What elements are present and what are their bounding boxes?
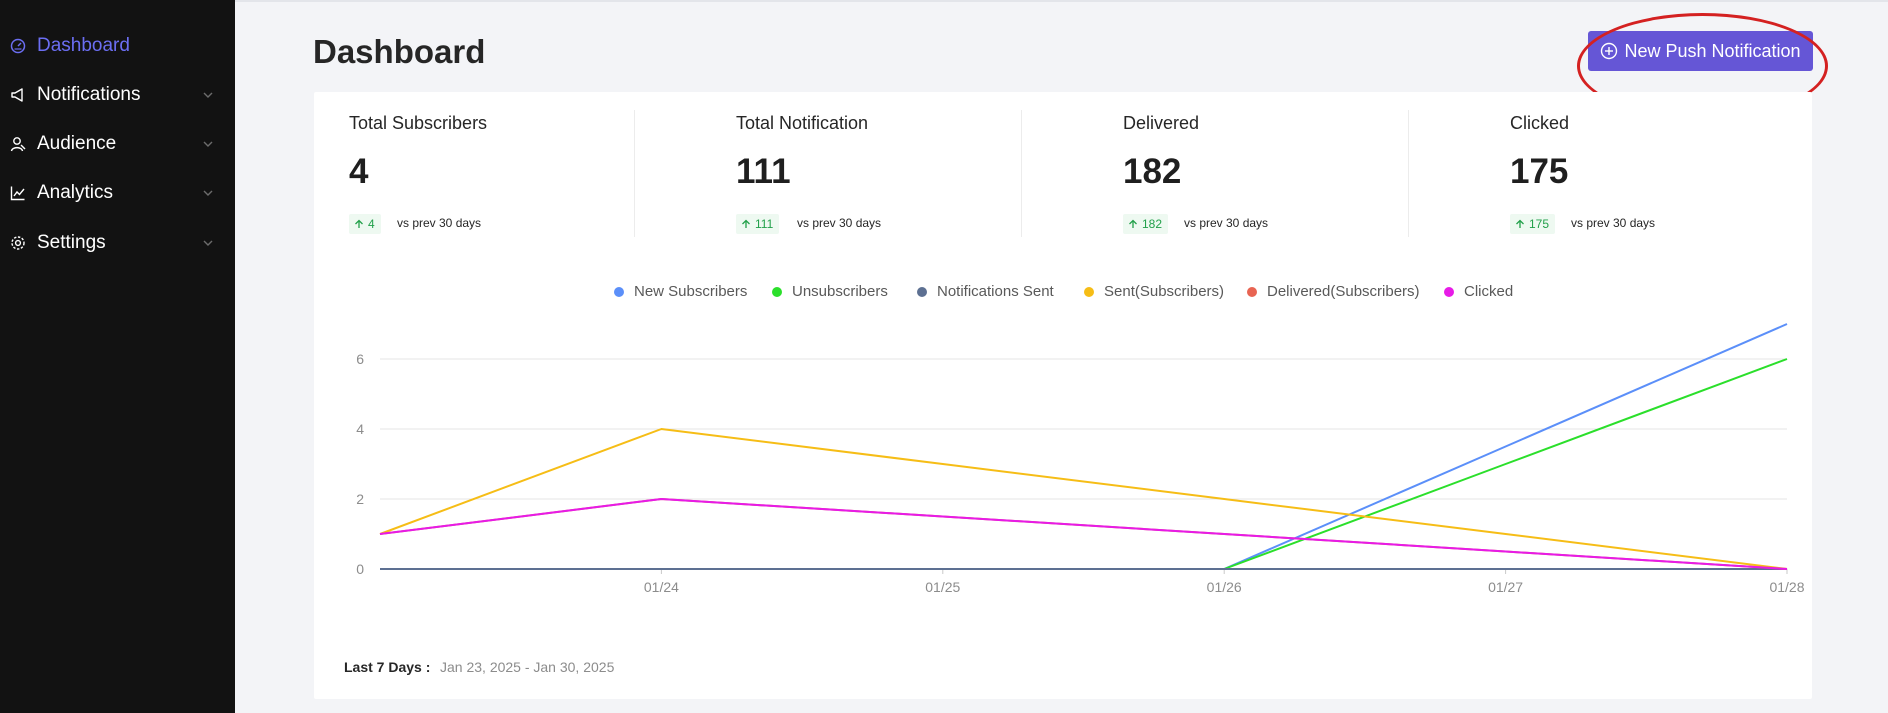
stat-delta-badge: 175 [1510, 214, 1556, 234]
sidebar-item-analytics[interactable]: Analytics [0, 173, 235, 213]
stat-total-notification: Total Notification 111 111 vs prev 30 da… [701, 92, 1088, 237]
legend-item-new-subscribers[interactable]: New Subscribers [614, 283, 747, 300]
sidebar-item-label: Analytics [37, 182, 114, 203]
y-tick-label: 0 [356, 561, 364, 577]
legend-label: Delivered(Subscribers) [1267, 283, 1420, 300]
series-line [379, 498, 1788, 570]
stat-value: 4 [349, 152, 369, 191]
arrow-up-icon [1129, 219, 1137, 228]
stat-delta: 175 [1529, 217, 1550, 231]
legend-dot [614, 286, 624, 297]
line-chart: 0 2 4 6 01/24 01/25 01/26 01/27 01/28 [356, 323, 1805, 595]
legend-dot [1247, 286, 1257, 297]
legend-dot [917, 286, 927, 297]
stat-delta-badge: 111 [736, 214, 780, 234]
x-tick-label: 01/26 [1207, 579, 1242, 595]
arrow-up-icon [355, 219, 363, 228]
legend-item-delivered-subscribers[interactable]: Delivered(Subscribers) [1247, 283, 1420, 300]
stat-delta: 4 [368, 217, 375, 231]
legend-item-sent-subscribers[interactable]: Sent(Subscribers) [1084, 283, 1224, 300]
legend-item-unsubscribers[interactable]: Unsubscribers [772, 283, 888, 300]
stat-title: Total Notification [736, 113, 869, 133]
date-range-label: Last 7 Days : [344, 659, 431, 675]
x-tick-label: 01/25 [925, 579, 960, 595]
stat-value: 175 [1510, 152, 1569, 191]
page-title: Dashboard [313, 33, 486, 70]
top-border [235, 0, 1888, 2]
series-line [379, 498, 1788, 570]
stat-compare-text: vs prev 30 days [397, 216, 482, 230]
legend-item-clicked[interactable]: Clicked [1444, 283, 1513, 300]
legend-label: Clicked [1464, 283, 1514, 300]
stat-compare-text: vs prev 30 days [797, 216, 882, 230]
plus-circle-icon [1601, 42, 1618, 60]
stat-divider [634, 110, 635, 237]
legend-label: Notifications Sent [937, 283, 1054, 300]
series-line [380, 323, 1788, 570]
stat-compare-text: vs prev 30 days [1571, 216, 1656, 230]
legend-label: Unsubscribers [792, 283, 888, 300]
audience-icon [10, 137, 26, 152]
sidebar-item-label: Notifications [37, 84, 141, 105]
date-range-value: Jan 23, 2025 - Jan 30, 2025 [440, 659, 615, 675]
dashboard-card: Total Subscribers 4 4 vs prev 30 days To… [314, 92, 1812, 699]
legend-label: New Subscribers [634, 283, 748, 300]
arrow-up-icon [1516, 219, 1524, 228]
stat-delivered: Delivered 182 182 vs prev 30 days [1088, 92, 1475, 237]
stat-value: 182 [1123, 152, 1182, 191]
legend-dot [1084, 286, 1094, 297]
sidebar-item-notifications[interactable]: Notifications [0, 75, 235, 115]
megaphone-icon [11, 88, 23, 102]
stat-delta: 111 [755, 217, 774, 231]
stat-compare-text: vs prev 30 days [1184, 216, 1269, 230]
stat-clicked: Clicked 175 175 vs prev 30 days [1475, 92, 1862, 237]
chevron-down-icon [203, 141, 213, 147]
series-line [379, 428, 1788, 570]
sidebar-item-label: Dashboard [37, 35, 130, 56]
stat-value: 111 [736, 152, 791, 191]
y-tick-label: 6 [356, 351, 364, 367]
sidebar-item-dashboard[interactable]: Dashboard [0, 26, 235, 66]
sidebar-item-label: Audience [37, 133, 117, 154]
x-tick-label: 01/24 [644, 579, 679, 595]
stat-total-subscribers: Total Subscribers 4 4 vs prev 30 days [314, 92, 701, 237]
arrow-up-icon [742, 219, 750, 228]
legend-dot [772, 286, 782, 297]
chevron-down-icon [203, 92, 213, 98]
stat-divider [1021, 110, 1022, 237]
legend-dot [1444, 286, 1454, 297]
legend-item-notifications-sent[interactable]: Notifications Sent [917, 283, 1054, 300]
new-push-notification-button[interactable]: New Push Notification [1588, 31, 1813, 71]
sidebar-item-audience[interactable]: Audience [0, 124, 235, 164]
stat-title: Delivered [1123, 113, 1200, 133]
stat-delta-badge: 182 [1123, 214, 1169, 234]
chart-legend: New Subscribers Unsubscribers Notificati… [314, 283, 1812, 303]
chevron-down-icon [203, 190, 213, 196]
x-tick-label: 01/28 [1769, 579, 1804, 595]
stat-title: Total Subscribers [349, 113, 488, 133]
chevron-down-icon [203, 240, 213, 246]
series-line [380, 358, 1788, 570]
gear-icon [11, 236, 25, 250]
sidebar: Dashboard Notifications Audience Analyti… [0, 0, 235, 713]
new-push-notification-label: New Push Notification [1624, 40, 1801, 61]
stat-divider [1408, 110, 1409, 237]
line-chart-icon [10, 186, 25, 201]
stat-delta: 182 [1142, 217, 1163, 231]
legend-label: Sent(Subscribers) [1104, 283, 1225, 300]
x-tick-label: 01/27 [1488, 579, 1523, 595]
y-tick-label: 2 [356, 491, 364, 507]
stat-delta-badge: 4 [349, 214, 381, 234]
sidebar-item-label: Settings [37, 232, 106, 253]
sidebar-item-settings[interactable]: Settings [0, 223, 235, 263]
stat-title: Clicked [1510, 113, 1570, 133]
y-tick-label: 4 [356, 421, 364, 437]
dashboard-icon [10, 38, 26, 54]
